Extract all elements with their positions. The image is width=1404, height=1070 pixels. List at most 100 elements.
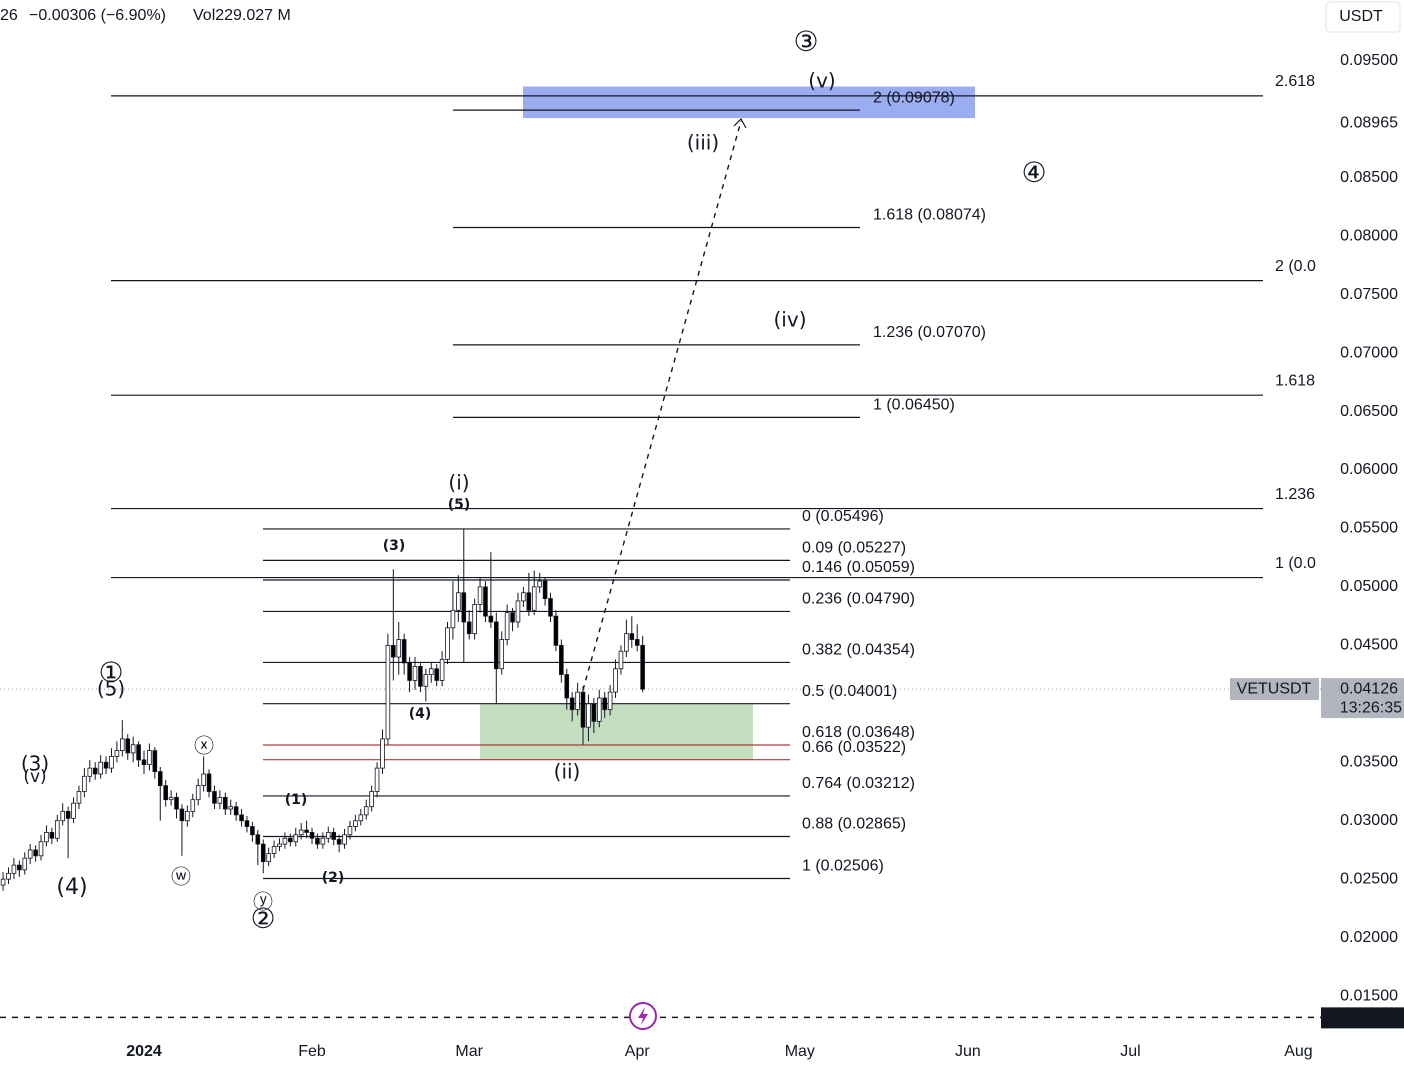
candle-body	[607, 691, 613, 711]
y-tick-label: 0.07000	[1340, 344, 1398, 361]
candle-body	[515, 600, 521, 623]
x-tick-label: May	[785, 1043, 815, 1060]
y-tick-label: 0.08000	[1340, 227, 1398, 244]
currency-button[interactable]	[1325, 1, 1401, 33]
candle-body	[342, 834, 347, 845]
candle-body	[477, 586, 483, 605]
candle-body	[33, 849, 38, 857]
candle-body	[553, 615, 559, 646]
marker-box	[1321, 1007, 1404, 1029]
wave-label: ③	[793, 25, 818, 58]
currency[interactable]: USDT	[1339, 8, 1383, 25]
candle-body	[353, 820, 358, 827]
candle-body	[277, 843, 282, 847]
candle-body	[521, 592, 526, 602]
candle-body	[217, 796, 223, 804]
x-tick-label: Jul	[1120, 1043, 1140, 1060]
candle-body	[82, 775, 87, 792]
fib-label: 1 (0.06450)	[873, 397, 955, 414]
fib-label: 0.5 (0.04001)	[802, 683, 897, 700]
wave-label: (i)	[448, 471, 469, 495]
candle-body	[569, 697, 575, 711]
candle-body	[596, 697, 602, 722]
y-tick-label: 0.05000	[1340, 578, 1398, 595]
candle-body	[466, 621, 472, 635]
candle-body	[456, 592, 461, 611]
wave-label: (ii)	[554, 760, 581, 784]
candle-body	[548, 598, 553, 617]
countdown: 13:26:35	[1340, 699, 1402, 716]
candle-body	[640, 644, 645, 690]
wave-label: ⓧ	[194, 734, 214, 758]
candle-body	[17, 864, 22, 871]
candle-body	[195, 785, 201, 801]
fib-label: 0.764 (0.03212)	[802, 775, 915, 792]
time-axis	[0, 1030, 1404, 1070]
candle-body	[559, 644, 564, 675]
candle-body	[190, 799, 196, 812]
candle-body	[493, 621, 499, 670]
candle-body	[504, 612, 510, 640]
candle-body	[325, 832, 331, 839]
candle-body	[222, 796, 228, 810]
header-change: −0.00306 (−6.90%)	[29, 7, 166, 24]
candle-body	[168, 796, 174, 801]
candle-body	[320, 837, 326, 845]
candle-body	[363, 806, 369, 816]
wave-label: (4)	[56, 875, 87, 900]
candle-body	[564, 674, 570, 699]
candle-body	[613, 668, 618, 693]
fib-label: 1.618	[1275, 372, 1315, 389]
wave-label: ⓨ	[253, 890, 273, 914]
candle-body	[125, 738, 131, 754]
x-tick-label: 2024	[126, 1043, 162, 1060]
candle-body	[22, 857, 28, 871]
candle-body	[542, 580, 548, 599]
candle-body	[401, 639, 407, 664]
candle-body	[374, 767, 380, 792]
price-axis	[1321, 0, 1404, 1070]
crosshair-box	[1322, 112, 1404, 135]
candle-body	[336, 839, 342, 845]
candle-body	[412, 666, 418, 681]
fib-label: 2.618	[1275, 73, 1315, 90]
candle-body	[201, 773, 206, 787]
fib-label: 0.382 (0.04354)	[802, 642, 915, 659]
wave-label: (5)	[448, 497, 471, 513]
candle-body	[445, 627, 450, 660]
candle-body	[461, 592, 467, 623]
y-tick-label: 0.02500	[1340, 870, 1398, 887]
candle-body	[586, 703, 591, 728]
candle-body	[255, 834, 261, 845]
candle-body	[54, 820, 60, 839]
candle-body	[391, 644, 396, 658]
candle-body	[206, 773, 212, 792]
candle-body	[157, 771, 163, 787]
candle-body	[228, 806, 234, 810]
projection-line	[582, 120, 742, 691]
candle-body	[347, 826, 353, 836]
candle-body	[233, 806, 239, 816]
y-tick-label: 0.08500	[1340, 169, 1398, 186]
x-tick-label: Feb	[298, 1043, 326, 1060]
y-tick-label: 0.01500	[1340, 987, 1398, 1004]
wave-label: (v)	[23, 767, 46, 787]
candle-body	[526, 592, 532, 611]
candle-body	[103, 761, 109, 769]
candle-body	[591, 703, 597, 722]
event-icon-bolt	[638, 1007, 648, 1025]
candle-body	[288, 837, 293, 843]
candle-body	[298, 829, 304, 836]
zone	[480, 703, 753, 760]
fib-label: 0.66 (0.03522)	[802, 739, 906, 756]
candle-body	[396, 639, 402, 658]
y-tick-label: 0.06000	[1340, 461, 1398, 478]
candle-body	[250, 826, 255, 836]
wave-label: (4)	[409, 706, 432, 722]
y-tick-label: 0.03000	[1340, 812, 1398, 829]
header-price: 26	[0, 7, 18, 24]
crosshair-label: 0.08965	[1340, 115, 1398, 132]
candle-body	[11, 864, 17, 874]
